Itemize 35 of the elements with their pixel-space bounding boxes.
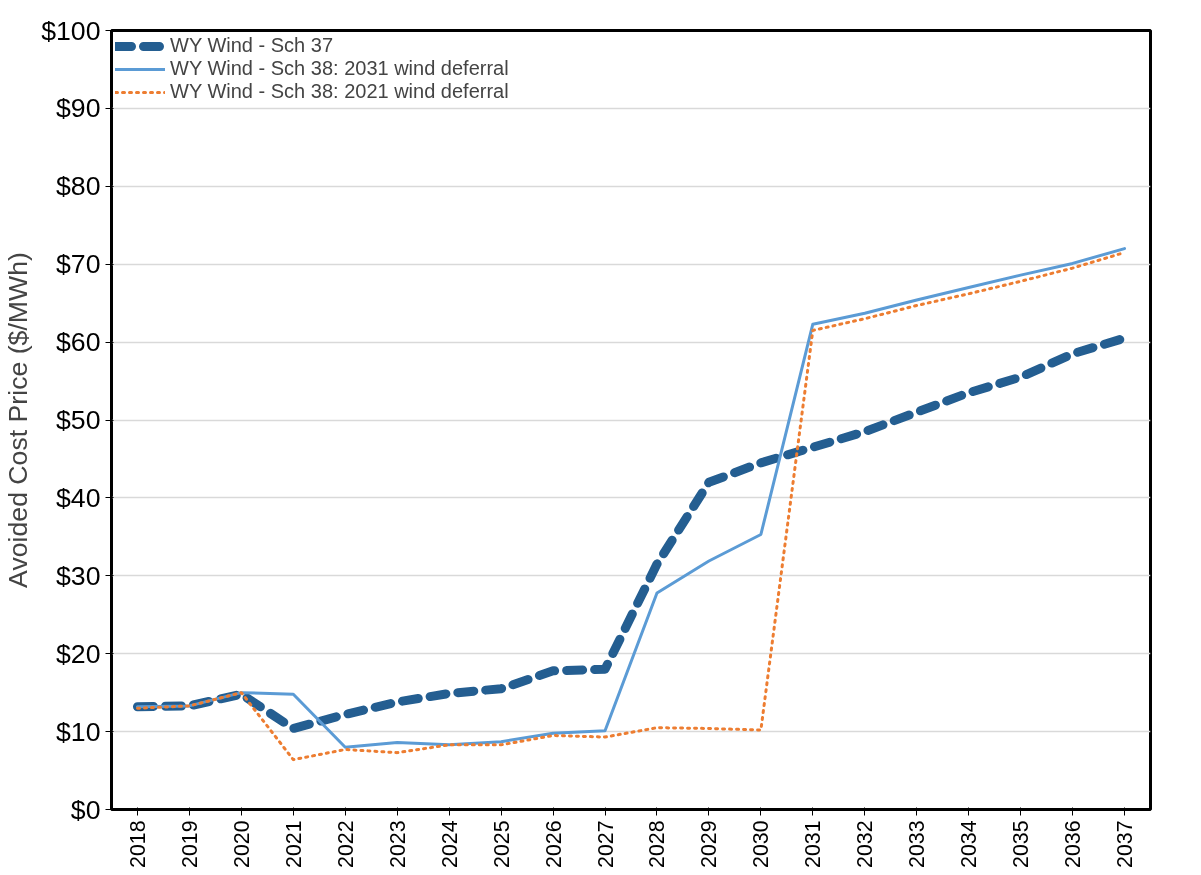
y-tick-label: $60 bbox=[56, 327, 101, 358]
y-tick-label: $30 bbox=[56, 560, 101, 591]
x-tick-label: 2035 bbox=[1009, 820, 1034, 868]
y-tick-label: $100 bbox=[41, 15, 101, 46]
y-tick-label: $40 bbox=[56, 482, 101, 513]
x-tick-label: 2021 bbox=[281, 820, 306, 868]
y-tick-label: $50 bbox=[56, 405, 101, 435]
y-tick-label: $20 bbox=[56, 638, 101, 669]
y-tick-label: $90 bbox=[56, 93, 101, 124]
legend-label: WY Wind - Sch 38: 2021 wind deferral bbox=[170, 80, 509, 103]
legend-label: WY Wind - Sch 38: 2031 wind deferral bbox=[170, 57, 509, 80]
x-tick-label: 2032 bbox=[853, 820, 878, 868]
x-tick-label: 2024 bbox=[437, 820, 462, 868]
x-tick-label: 2034 bbox=[957, 820, 982, 868]
x-tick-label: 2027 bbox=[593, 820, 618, 868]
x-tick-label: 2023 bbox=[385, 820, 410, 868]
y-tick-label: $0 bbox=[70, 794, 101, 825]
x-tick-label: 2037 bbox=[1113, 820, 1138, 868]
x-tick-label: 2030 bbox=[749, 820, 774, 868]
x-tick-label: 2029 bbox=[697, 820, 722, 868]
x-tick-label: 2025 bbox=[489, 820, 514, 868]
x-tick-label: 2020 bbox=[229, 820, 254, 868]
legend-label: WY Wind - Sch 37 bbox=[170, 34, 334, 57]
x-tick-label: 2028 bbox=[645, 820, 670, 868]
x-tick-label: 2019 bbox=[177, 820, 202, 868]
y-tick-label: $80 bbox=[56, 171, 101, 202]
x-tick-label: 2031 bbox=[801, 820, 826, 868]
x-tick-label: 2018 bbox=[125, 820, 150, 868]
y-tick-label: $70 bbox=[56, 249, 101, 280]
y-axis-title: Avoided Cost Price ($/MWh) bbox=[3, 252, 34, 588]
x-tick-label: 2033 bbox=[905, 820, 930, 868]
x-tick-label: 2026 bbox=[541, 820, 566, 868]
x-tick-label: 2036 bbox=[1061, 820, 1086, 868]
x-tick-label: 2022 bbox=[333, 820, 358, 868]
y-tick-label: $10 bbox=[56, 716, 101, 747]
